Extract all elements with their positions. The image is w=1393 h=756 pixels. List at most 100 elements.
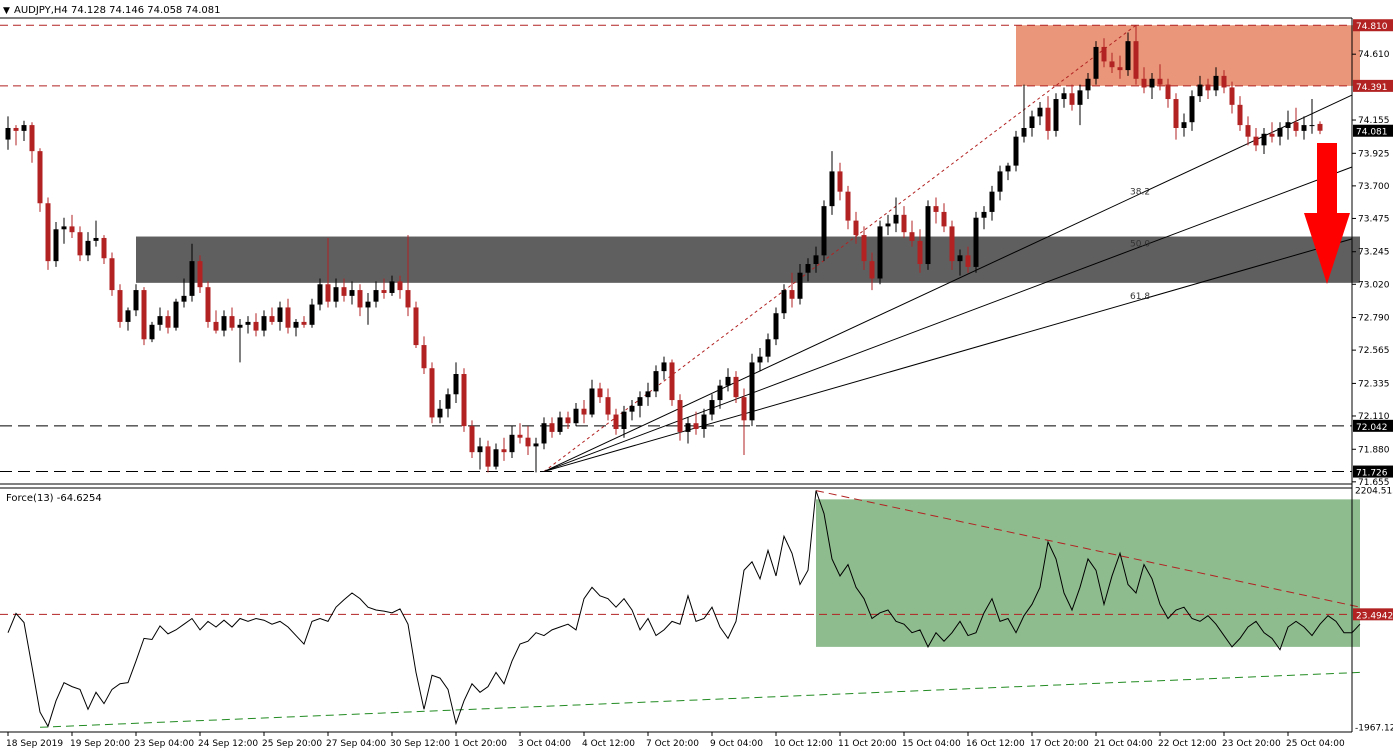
candle-body bbox=[389, 281, 395, 293]
candle-body bbox=[709, 400, 715, 415]
candle-body bbox=[365, 301, 371, 308]
y-tick-label: 72.110 bbox=[1358, 412, 1390, 422]
candle-body bbox=[541, 423, 547, 444]
candle-body bbox=[133, 290, 139, 311]
force-highlight-zone bbox=[816, 499, 1360, 647]
candle-body bbox=[765, 339, 771, 357]
candle-body bbox=[893, 214, 899, 224]
price-level-label: 74.391 bbox=[1356, 83, 1388, 93]
candle-body bbox=[669, 362, 675, 401]
x-tick-label: 24 Sep 12:00 bbox=[198, 739, 258, 749]
candle-body bbox=[1189, 96, 1195, 123]
candle-body bbox=[813, 255, 819, 265]
candle-body bbox=[853, 220, 859, 236]
candle-body bbox=[53, 229, 59, 262]
candle-body bbox=[253, 321, 259, 331]
candle-body bbox=[149, 324, 155, 340]
x-tick-label: 7 Oct 20:00 bbox=[646, 739, 699, 749]
candle-body bbox=[805, 264, 811, 273]
candle-body bbox=[1117, 67, 1123, 71]
candle-body bbox=[29, 125, 35, 152]
indicator-header: Force(13) -64.6254 bbox=[6, 493, 102, 504]
candle-body bbox=[21, 125, 27, 131]
candle-body bbox=[77, 232, 83, 256]
candle-body bbox=[989, 191, 995, 212]
support-zone bbox=[136, 236, 1360, 283]
candle-body bbox=[301, 321, 307, 325]
candle-body bbox=[485, 446, 491, 467]
candle-body bbox=[501, 449, 507, 453]
candle-body bbox=[821, 206, 827, 256]
candle-body bbox=[277, 307, 283, 322]
candle-body bbox=[1133, 41, 1139, 79]
price-level-label: 74.810 bbox=[1356, 22, 1388, 32]
candle-body bbox=[565, 417, 571, 424]
candle-body bbox=[1101, 46, 1107, 62]
x-tick-label: 27 Sep 04:00 bbox=[326, 739, 386, 749]
y-tick-label: 73.700 bbox=[1358, 182, 1390, 192]
fib-fan-line bbox=[543, 238, 1353, 473]
candle-body bbox=[837, 171, 843, 192]
price-level-tag bbox=[1353, 19, 1393, 32]
y-tick-label: 73.245 bbox=[1358, 248, 1390, 258]
candle-body bbox=[757, 356, 763, 363]
candle-body bbox=[293, 321, 299, 328]
x-tick-label: 25 Sep 20:00 bbox=[262, 739, 322, 749]
candle-body bbox=[509, 434, 515, 453]
candle-body bbox=[181, 295, 187, 302]
candle-body bbox=[285, 307, 291, 328]
candle-body bbox=[925, 206, 931, 265]
candle-body bbox=[69, 226, 75, 233]
fib-fan-label: 61.8 bbox=[1130, 292, 1150, 302]
candle-body bbox=[461, 374, 467, 427]
current-price-label: 74.081 bbox=[1356, 128, 1388, 138]
candle-body bbox=[213, 321, 219, 331]
candle-body bbox=[317, 284, 323, 305]
candle-body bbox=[397, 281, 403, 291]
candle-body bbox=[845, 191, 851, 221]
force-reference-tag bbox=[1353, 608, 1393, 621]
candle-body bbox=[1005, 165, 1011, 172]
candle-body bbox=[1085, 78, 1091, 91]
candle-body bbox=[1021, 127, 1027, 137]
candle-body bbox=[1029, 116, 1035, 128]
candle-body bbox=[701, 414, 707, 430]
candle-body bbox=[1093, 46, 1099, 79]
candle-body bbox=[5, 127, 11, 140]
candle-body bbox=[933, 206, 939, 212]
x-tick-label: 22 Oct 12:00 bbox=[1158, 739, 1217, 749]
candle-body bbox=[597, 388, 603, 398]
x-tick-label: 15 Oct 04:00 bbox=[902, 739, 961, 749]
candle-body bbox=[109, 258, 115, 291]
candle-body bbox=[37, 151, 43, 204]
y-tick-label: 72.565 bbox=[1358, 346, 1390, 356]
x-tick-label: 30 Sep 12:00 bbox=[390, 739, 450, 749]
candle-body bbox=[1181, 122, 1187, 128]
candle-body bbox=[1141, 78, 1147, 88]
candle-body bbox=[629, 405, 635, 412]
x-tick-label: 23 Sep 04:00 bbox=[134, 739, 194, 749]
x-tick-label: 1 Oct 20:00 bbox=[454, 739, 507, 749]
candle-body bbox=[797, 272, 803, 299]
candle-body bbox=[557, 417, 563, 432]
y-tick-label: 74.155 bbox=[1358, 116, 1390, 126]
fib-fan-label: 50.0 bbox=[1130, 240, 1150, 250]
candle-body bbox=[269, 316, 275, 322]
candle-body bbox=[237, 324, 243, 328]
candle-body bbox=[917, 240, 923, 265]
candle-body bbox=[1293, 122, 1299, 131]
candle-body bbox=[189, 261, 195, 296]
x-tick-label: 23 Oct 20:00 bbox=[1222, 739, 1281, 749]
price-level-tag bbox=[1353, 419, 1393, 432]
candle-body bbox=[829, 171, 835, 207]
candle-body bbox=[717, 385, 723, 401]
y-tick-label: 73.020 bbox=[1358, 280, 1390, 290]
header-triangle-icon: ▼ bbox=[3, 6, 10, 16]
candle-body bbox=[589, 388, 595, 415]
candle-body bbox=[1013, 136, 1019, 166]
candle-body bbox=[405, 290, 411, 308]
candle-body bbox=[733, 376, 739, 398]
candle-body bbox=[453, 374, 459, 395]
candle-body bbox=[157, 316, 163, 325]
